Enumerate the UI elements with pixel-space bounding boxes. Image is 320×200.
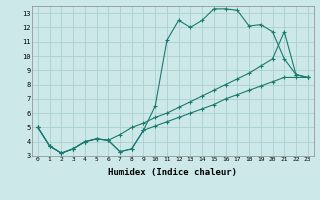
- X-axis label: Humidex (Indice chaleur): Humidex (Indice chaleur): [108, 168, 237, 177]
